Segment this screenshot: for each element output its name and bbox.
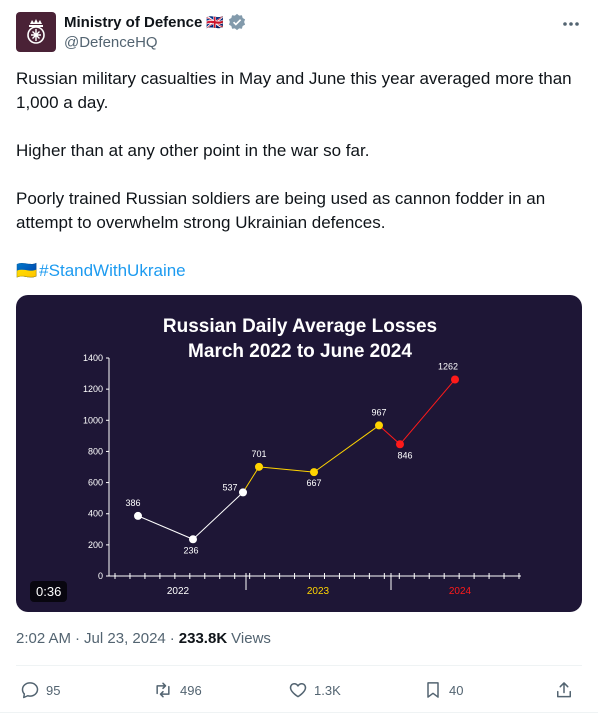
series-line-segment — [258, 466, 315, 473]
uk-flag-icon: 🇬🇧 — [206, 13, 224, 30]
ukraine-flag-icon: 🇺🇦 — [16, 261, 38, 280]
views-label: Views — [231, 630, 271, 647]
author-handle[interactable]: @DefenceHQ — [64, 34, 158, 51]
chart-title: Russian Daily Average Losses — [163, 316, 437, 337]
data-label: 701 — [251, 449, 266, 459]
share-icon — [557, 682, 571, 698]
y-tick-label: 400 — [88, 509, 103, 519]
chart-subtitle: March 2022 to June 2024 — [188, 341, 412, 362]
y-tick-label: 800 — [88, 446, 103, 456]
meta-separator: · — [169, 630, 175, 647]
verified-badge-icon — [228, 13, 245, 31]
reply-count: 95 — [46, 682, 61, 698]
post-date[interactable]: Jul 23, 2024 — [84, 630, 166, 647]
author-name[interactable]: Ministry of Defence — [64, 13, 203, 31]
data-point — [189, 535, 197, 544]
y-tick-label: 200 — [88, 540, 103, 550]
y-tick-label: 1400 — [83, 353, 103, 363]
chart-canvas: Russian Daily Average Losses March 2022 … — [83, 316, 521, 597]
y-tick-label: 1000 — [83, 415, 103, 425]
series-line-segment — [378, 425, 401, 445]
video-duration: 0:36 — [30, 581, 68, 602]
series-line-segment — [137, 515, 194, 540]
video-player[interactable]: Russian Daily Average Losses March 2022 … — [16, 295, 582, 612]
tweet-meta: 2:02 AM · Jul 23, 2024 · 233.8K Views — [16, 630, 271, 647]
bookmark-icon — [427, 682, 439, 698]
tweet-paragraph: Russian military casualties in May and J… — [16, 69, 572, 112]
avatar[interactable] — [16, 12, 56, 52]
more-options-icon[interactable] — [560, 16, 582, 32]
series-line-segment — [242, 466, 260, 493]
like-count: 1.3K — [314, 682, 341, 698]
like-button[interactable]: 1.3K — [288, 676, 341, 704]
series-line-segment — [399, 379, 456, 445]
views-count: 233.8K — [178, 630, 228, 647]
data-point — [310, 468, 318, 477]
data-point — [134, 511, 142, 520]
tweet-header: Ministry of Defence 🇬🇧 @DefenceHQ — [16, 12, 582, 56]
data-label: 967 — [371, 407, 386, 417]
data-point — [255, 462, 263, 471]
x-group-label: 2022 — [167, 586, 190, 597]
action-bar: 95 496 1.3K 40 — [16, 676, 582, 704]
y-tick-label: 1200 — [83, 384, 103, 394]
reply-button[interactable]: 95 — [20, 676, 60, 704]
bookmark-button[interactable]: 40 — [423, 676, 463, 704]
data-label: 1262 — [438, 361, 458, 371]
data-label: 846 — [397, 450, 412, 460]
data-point — [375, 421, 383, 430]
hashtag-link[interactable]: #StandWithUkraine — [39, 261, 186, 280]
data-label: 537 — [222, 482, 237, 492]
data-point — [451, 375, 459, 384]
data-label: 386 — [125, 498, 140, 508]
share-button[interactable] — [554, 676, 574, 704]
repost-button[interactable]: 496 — [152, 676, 202, 704]
tweet-paragraph: Poorly trained Russian soldiers are bein… — [16, 189, 546, 232]
x-group-label: 2023 — [307, 586, 330, 597]
divider — [16, 665, 582, 666]
hashtag-row: 🇺🇦 #StandWithUkraine — [16, 259, 186, 283]
repost-count: 496 — [180, 682, 202, 698]
data-label: 236 — [183, 545, 198, 555]
post-time[interactable]: 2:02 AM — [16, 630, 72, 647]
meta-separator: · — [75, 630, 81, 647]
crest-icon — [27, 19, 45, 44]
series-line-segment — [192, 492, 244, 540]
y-tick-label: 600 — [88, 478, 103, 488]
bookmark-count: 40 — [449, 682, 464, 698]
tweet-paragraph: Higher than at any other point in the wa… — [16, 141, 370, 160]
repost-icon — [156, 682, 170, 698]
y-tick-label: 0 — [98, 571, 103, 581]
data-point — [396, 440, 404, 449]
series-line-segment — [313, 425, 380, 473]
data-label: 667 — [306, 478, 321, 488]
heart-icon — [289, 683, 307, 698]
tweet-text: Russian military casualties in May and J… — [16, 67, 576, 235]
data-point — [239, 488, 247, 497]
x-group-label: 2024 — [449, 586, 472, 597]
reply-icon — [21, 682, 39, 699]
